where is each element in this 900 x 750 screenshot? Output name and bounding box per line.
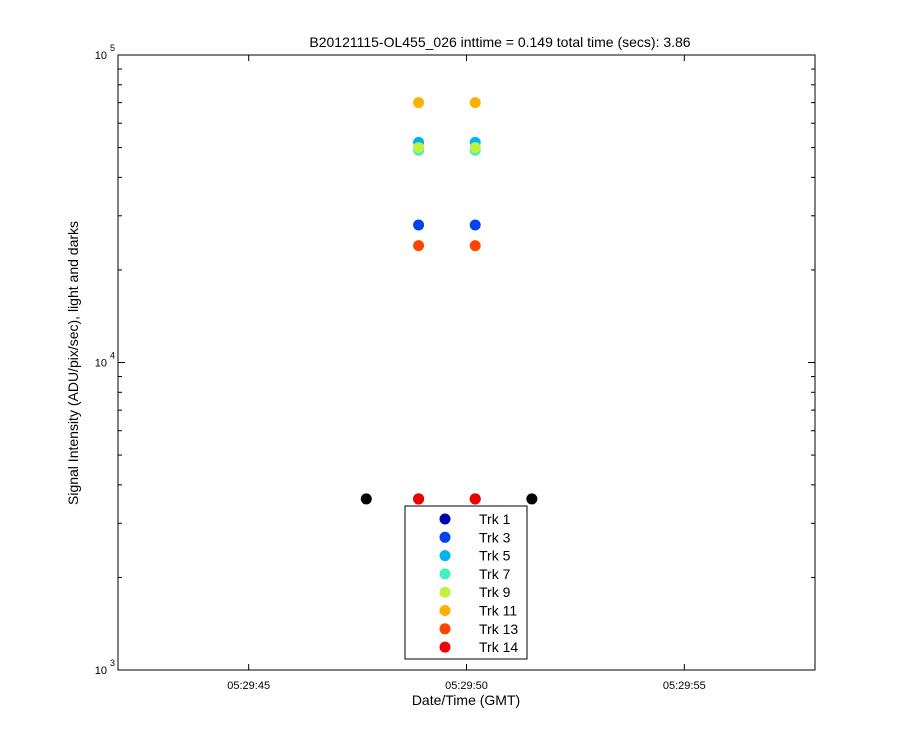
y-tick-label-base: 10 <box>95 665 107 677</box>
legend-label: Trk 9 <box>479 584 511 600</box>
legend-label: Trk 14 <box>479 639 518 655</box>
y-tick-label-base: 10 <box>95 358 107 370</box>
legend-marker <box>439 605 451 616</box>
legend-marker <box>439 550 451 562</box>
x-tick-label: 05:29:55 <box>663 680 706 692</box>
legend-label: Trk 5 <box>479 548 511 564</box>
dark-point <box>526 493 538 505</box>
legend-marker <box>439 641 451 653</box>
data-point <box>469 493 481 505</box>
y-tick-label-base: 10 <box>95 50 107 62</box>
x-tick-label: 05:29:45 <box>227 680 270 692</box>
y-tick-label-exponent: 4 <box>110 351 115 361</box>
data-point <box>413 493 425 505</box>
data-point <box>413 240 425 252</box>
data-point <box>469 97 481 109</box>
data-point <box>413 97 425 109</box>
legend-marker <box>439 513 451 525</box>
data-point <box>469 240 481 252</box>
legend-marker <box>439 531 451 543</box>
legend-marker <box>439 623 451 635</box>
legend-label: Trk 11 <box>479 603 517 619</box>
data-markers <box>360 97 538 505</box>
legend-marker <box>439 586 451 598</box>
data-point <box>413 142 425 154</box>
chart-title: B20121115-OL455_026 inttime = 0.149 tota… <box>309 34 690 50</box>
dark-point <box>360 493 372 505</box>
legend-marker <box>439 568 451 580</box>
data-point <box>469 219 481 231</box>
data-point <box>413 219 425 231</box>
legend-label: Trk 3 <box>479 529 511 545</box>
legend-box <box>404 505 528 660</box>
x-tick-label: 05:29:50 <box>445 680 488 692</box>
legend-label: Trk 1 <box>479 511 511 527</box>
legend-label: Trk 7 <box>479 566 511 582</box>
legend-label: Trk 13 <box>479 621 518 637</box>
y-tick-label-exponent: 3 <box>110 658 115 668</box>
y-axis-label: Signal Intensity (ADU/pix/sec), light an… <box>65 221 81 505</box>
x-axis-label: Date/Time (GMT) <box>412 692 520 708</box>
y-tick-label-exponent: 5 <box>110 43 115 53</box>
legend: Trk 1 Trk 3 Trk 5 Trk 7 Trk 9 Trk 11 Trk 13 Trk… <box>404 505 528 660</box>
data-point <box>469 142 481 154</box>
